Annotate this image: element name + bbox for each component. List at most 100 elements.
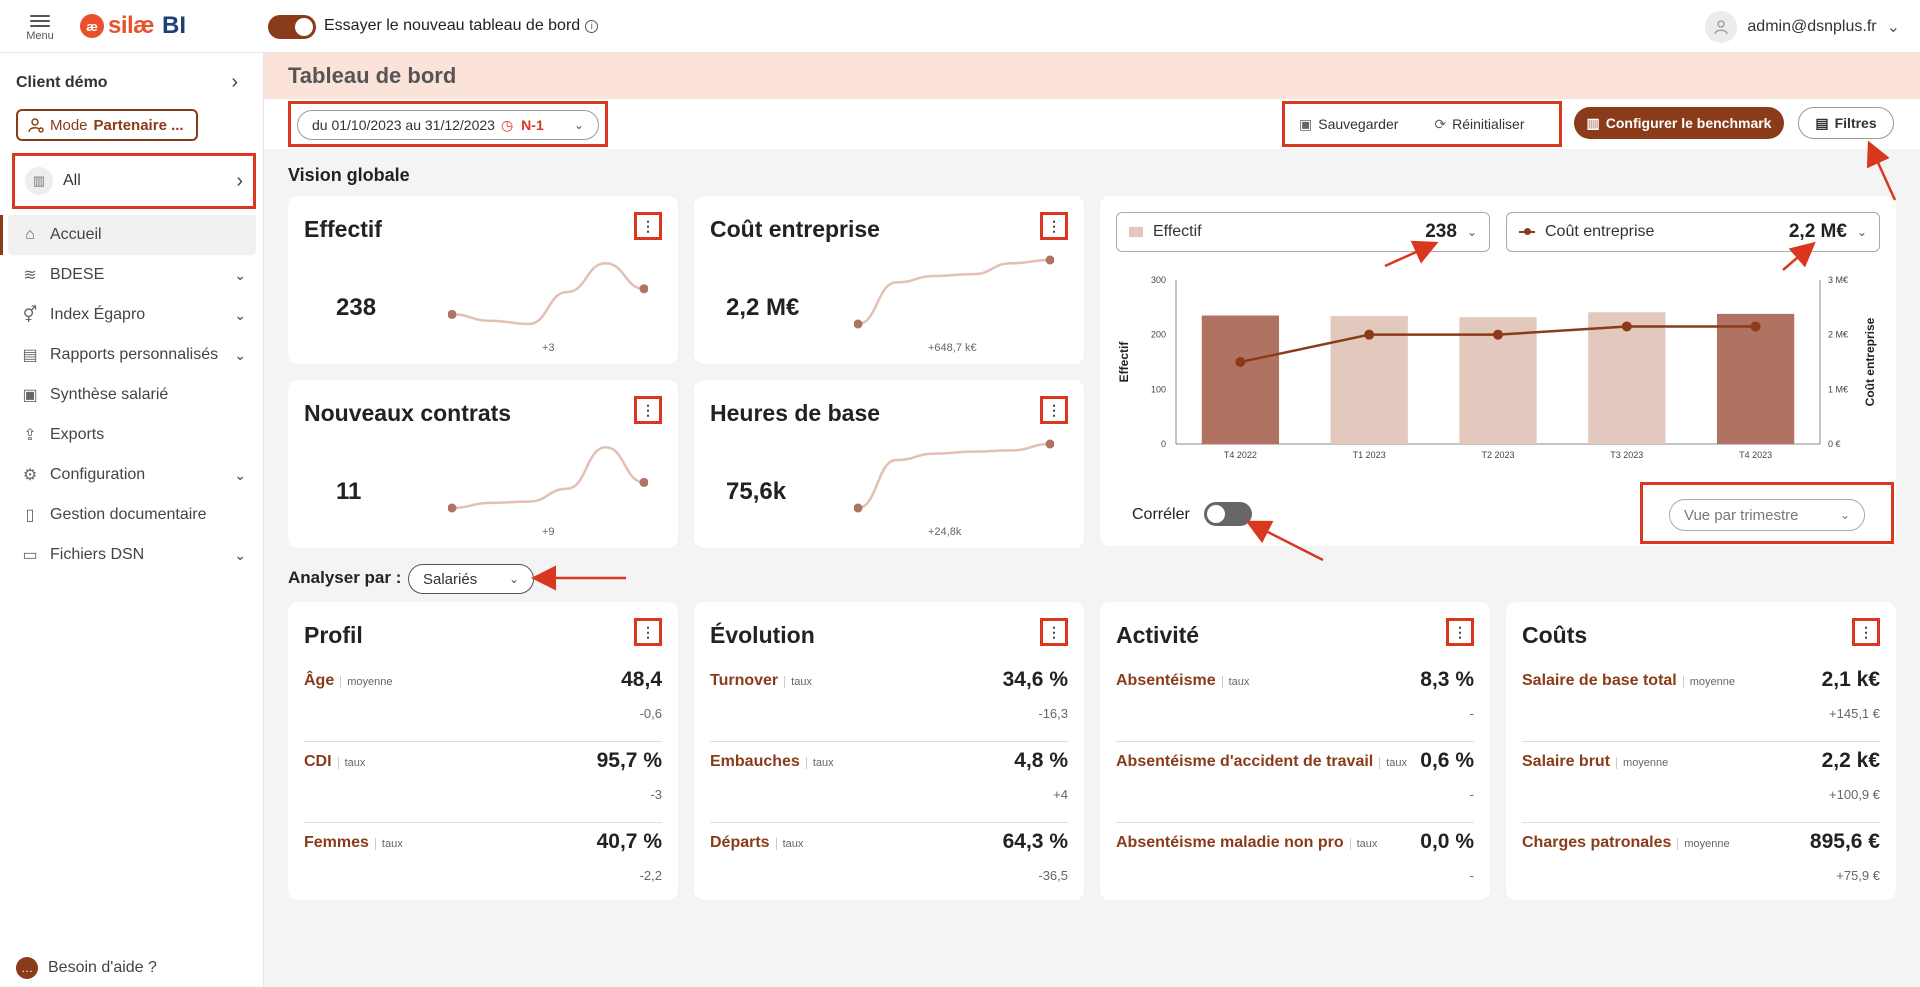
more-options-icon[interactable]: ⋮: [1852, 618, 1880, 646]
y2-tick-label: 1 M€: [1828, 384, 1848, 394]
more-options-icon[interactable]: ⋮: [1040, 618, 1068, 646]
configure-benchmark-button[interactable]: ▥ Configurer le benchmark: [1574, 107, 1784, 139]
line-swatch: [1519, 227, 1535, 237]
more-options-icon[interactable]: ⋮: [634, 618, 662, 646]
sidebar-item-fichiers-dsn[interactable]: ▭ Fichiers DSN ⌄: [0, 535, 264, 575]
metric-value: 8,3 %: [1420, 668, 1474, 691]
y-tick-label: 100: [1151, 384, 1166, 394]
settings-icon: ⚙: [22, 467, 38, 484]
logo-suffix: BI: [162, 12, 187, 39]
help-link[interactable]: … Besoin d'aide ?: [16, 957, 157, 979]
metric-row[interactable]: Absentéisme d'accident de travail taux 0,…: [1116, 743, 1474, 823]
metric-section-card: Activité ⋮ Absentéisme taux 8,3 % - Absen…: [1100, 602, 1490, 900]
metric-value: 895,6 €: [1809, 830, 1880, 853]
mode-partner-button[interactable]: Mode Partenaire ...: [16, 109, 198, 141]
sidebar-item-exports[interactable]: ⇪ Exports: [0, 415, 264, 455]
chat-icon: …: [16, 957, 38, 979]
correler-label: Corréler: [1132, 506, 1190, 523]
user-menu[interactable]: admin@dsnplus.fr ⌄: [1705, 11, 1900, 43]
metric-row[interactable]: Salaire de base total moyenne 2,1 k€ +145…: [1522, 662, 1880, 742]
cout-select-value: 2,2 M€: [1788, 221, 1847, 242]
bar-swatch: [1129, 227, 1143, 237]
cost-point: [1621, 321, 1632, 332]
app-logo[interactable]: æ silæ BI: [80, 12, 186, 40]
cout-entreprise-select[interactable]: Coût entreprise 2,2 M€ ⌄: [1506, 212, 1880, 252]
sidebar-item-bdese[interactable]: ≋ BDESE ⌄: [0, 255, 264, 295]
chevron-down-icon: ⌄: [234, 306, 246, 323]
sidebar-item-label: Configuration: [50, 466, 146, 483]
chevron-right-icon: ›: [231, 71, 238, 93]
sparkline-point: [1045, 439, 1054, 449]
date-range-selector[interactable]: du 01/10/2023 au 31/12/2023 ◷ N-1 ⌄: [297, 110, 599, 140]
kpi-card[interactable]: Heures de base ⋮ 75,6k +24,8k: [694, 380, 1084, 548]
sidebar-item-index-gapro[interactable]: ⚥ Index Égapro ⌄: [0, 295, 264, 335]
metric-row[interactable]: Salaire brut moyenne 2,2 k€ +100,9 €: [1522, 743, 1880, 823]
chevron-down-icon: ⌄: [234, 346, 246, 363]
save-reset-group: ▣ Sauvegarder ⟳ Réinitialiser: [1282, 101, 1562, 147]
more-options-icon[interactable]: ⋮: [1040, 212, 1068, 240]
metric-tag: moyenne: [1682, 676, 1735, 688]
metric-row[interactable]: Âge moyenne 48,4 -0,6: [304, 662, 662, 742]
sidebar-nav: ⌂ Accueil ≋ BDESE ⌄ ⚥ Index Égapro ⌄ ▤ Rapports p…: [0, 215, 264, 575]
combo-chart: 0 100 200 300 0 € 1 M€ 2 M€ 3 M€ T4 2022 T1 2023 T…: [1117, 275, 1877, 460]
more-options-icon[interactable]: ⋮: [1446, 618, 1474, 646]
chart-bar: [1716, 313, 1795, 444]
chevron-down-icon: ⌄: [1886, 19, 1900, 36]
more-options-icon[interactable]: ⋮: [1040, 396, 1068, 424]
mode-prefix: Mode: [50, 116, 88, 134]
analyse-select[interactable]: Salariés ⌄: [408, 564, 534, 594]
view-select[interactable]: Vue par trimestre ⌄: [1669, 499, 1865, 531]
sidebar-item-configuration[interactable]: ⚙ Configuration ⌄: [0, 455, 264, 495]
correler-toggle[interactable]: [1204, 502, 1252, 526]
kpi-card[interactable]: Coût entreprise ⋮ 2,2 M€ +648,7 k€: [694, 196, 1084, 364]
cost-point: [1235, 357, 1246, 367]
save-button[interactable]: ▣ Sauvegarder: [1299, 116, 1398, 133]
metric-row[interactable]: Turnover taux 34,6 % -16,3: [710, 662, 1068, 742]
metric-name: Absentéisme: [1116, 672, 1216, 689]
metric-row[interactable]: Absentéisme taux 8,3 % -: [1116, 662, 1474, 742]
metric-row[interactable]: Charges patronales moyenne 895,6 € +75,9 …: [1522, 824, 1880, 904]
filters-button[interactable]: ▤ Filtres: [1798, 107, 1894, 139]
info-icon[interactable]: i: [585, 20, 599, 33]
metric-tag: taux: [1349, 838, 1378, 850]
sidebar-item-rapports-personnalis-s[interactable]: ▤ Rapports personnalisés ⌄: [0, 335, 264, 375]
metric-tag: moyenne: [340, 676, 393, 688]
client-selector[interactable]: Client démo ›: [16, 71, 238, 94]
sidebar-item-accueil[interactable]: ⌂ Accueil: [0, 215, 256, 255]
scope-selector[interactable]: ▥ All ›: [12, 153, 256, 209]
top-bar: Menu æ silæ BI Essayer le nouveau tablea…: [0, 0, 1920, 53]
date-range-text: du 01/10/2023 au 31/12/2023: [312, 117, 495, 133]
kpi-card[interactable]: Effectif ⋮ 238 +3: [288, 196, 678, 364]
menu-button[interactable]: Menu: [22, 12, 58, 42]
new-dashboard-toggle[interactable]: [268, 15, 316, 39]
metric-tag: taux: [784, 676, 812, 688]
reset-button[interactable]: ⟳ Réinitialiser: [1434, 116, 1524, 133]
cost-point: [1750, 321, 1761, 332]
more-options-icon[interactable]: ⋮: [634, 396, 662, 424]
kpi-value: 238: [336, 294, 377, 321]
metric-row[interactable]: Départs taux 64,3 % -36,5: [710, 824, 1068, 904]
sparkline-point: [1045, 255, 1054, 265]
sidebar-item-label: Exports: [50, 426, 105, 443]
kpi-card[interactable]: Nouveaux contrats ⋮ 11 +9: [288, 380, 678, 548]
metric-row[interactable]: CDI taux 95,7 % -3: [304, 743, 662, 823]
employee-icon: ▣: [22, 387, 38, 404]
metric-row[interactable]: Femmes taux 40,7 % -2,2: [304, 824, 662, 904]
toolbar: du 01/10/2023 au 31/12/2023 ◷ N-1 ⌄ ▣ Sau…: [264, 99, 1920, 149]
metric-name: Absentéisme d'accident de travail: [1116, 753, 1374, 770]
export-icon: ⇪: [23, 427, 37, 444]
section-title: Profil: [304, 622, 363, 648]
metric-row[interactable]: Embauches taux 4,8 % +4: [710, 743, 1068, 823]
metric-row[interactable]: Absentéisme maladie non pro taux 0,0 % -: [1116, 824, 1474, 904]
sidebar-item-synth-se-salari-[interactable]: ▣ Synthèse salarié: [0, 375, 264, 415]
more-options-icon[interactable]: ⋮: [634, 212, 662, 240]
sidebar-item-label: Rapports personnalisés: [50, 346, 219, 363]
sidebar-item-gestion-documentaire[interactable]: ▯ Gestion documentaire: [0, 495, 264, 535]
y-tick-label: 300: [1151, 275, 1166, 285]
kpi-title: Coût entreprise: [710, 216, 880, 242]
effectif-select[interactable]: Effectif 238 ⌄: [1116, 212, 1490, 252]
chart-bar: [1588, 312, 1666, 444]
y-tick-label: 0: [1161, 439, 1166, 449]
sparkline-path: [451, 261, 645, 326]
metric-tag: taux: [374, 838, 403, 850]
